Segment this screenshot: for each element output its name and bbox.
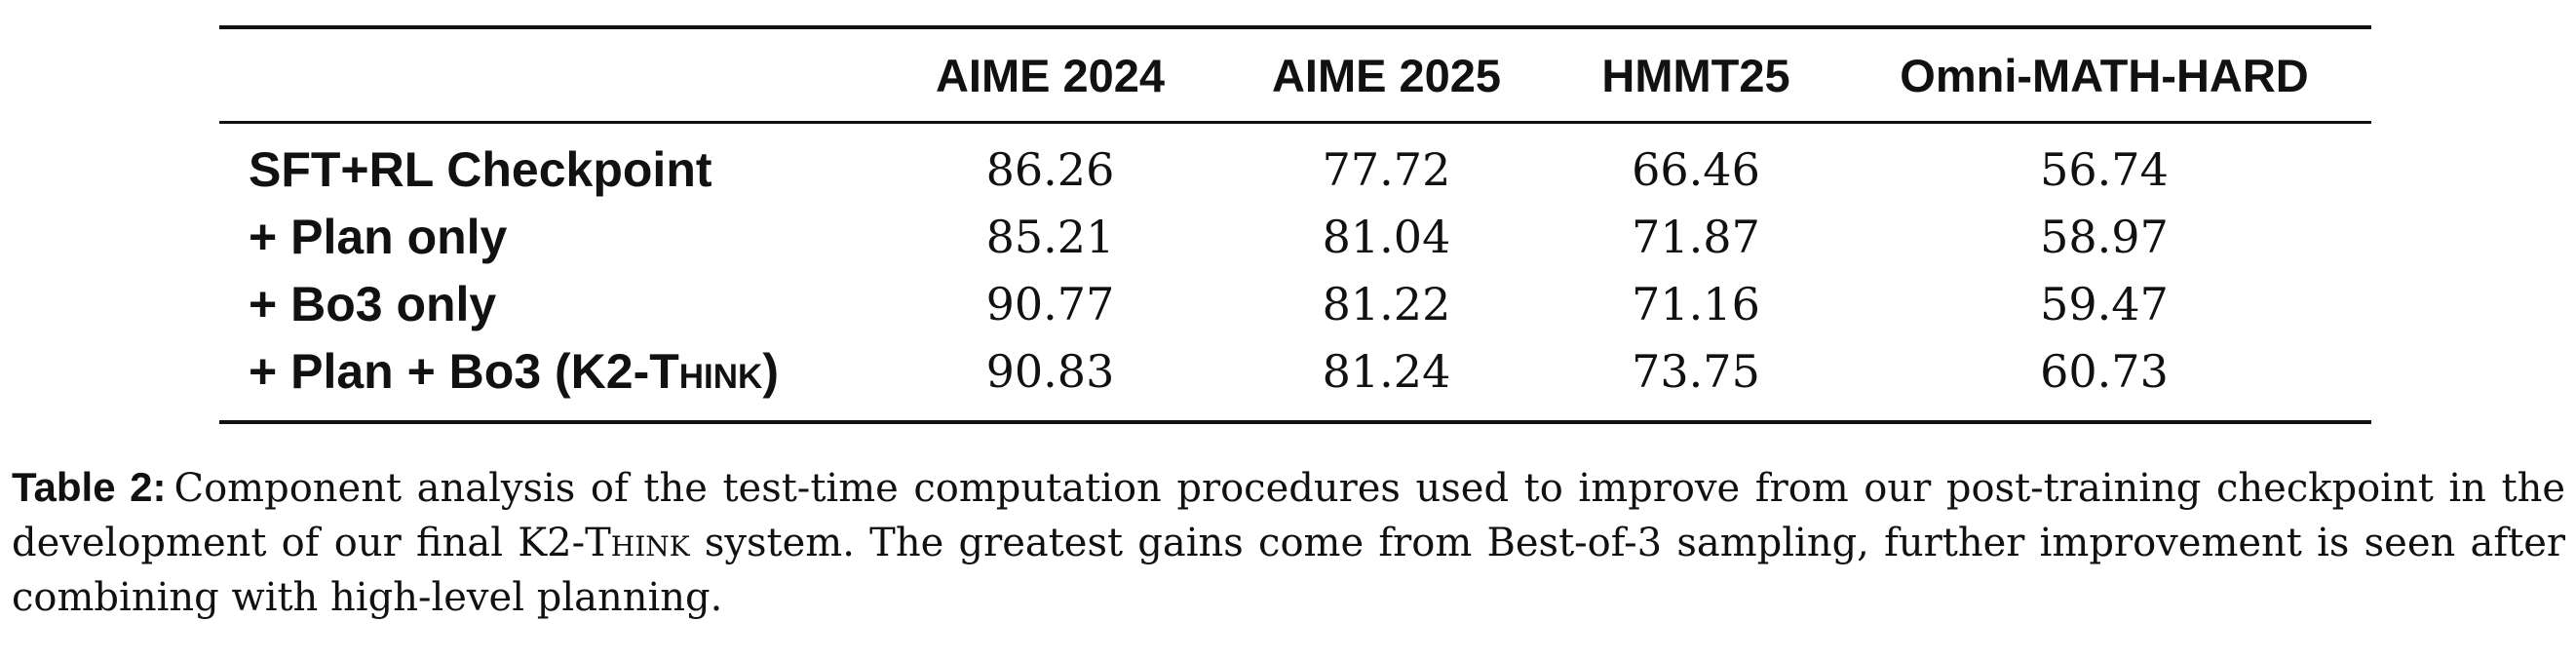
row-label-sub: 2 xyxy=(605,343,634,399)
table-row: + Plan only 85.21 81.04 71.87 58.97 xyxy=(219,203,2371,270)
table-cell: 66.46 xyxy=(1632,142,1760,196)
caption-label: Table 2: xyxy=(12,464,167,510)
component-analysis-table: AIME 2024 AIME 2025 HMMT25 Omni-MATH-HAR… xyxy=(219,25,2371,424)
table-cell: 86.26 xyxy=(985,142,1115,196)
caption-text-before: Component analysis of the test-time comp… xyxy=(12,466,2566,565)
header-aime-2024: AIME 2024 xyxy=(935,49,1166,101)
caption-text-after: system. The greatest gains come from Bes… xyxy=(12,521,2565,620)
table-cell: 81.24 xyxy=(1322,344,1451,398)
header-omni-math-hard: Omni-MATH-HARD xyxy=(1900,49,2309,101)
table-cell: 60.73 xyxy=(2040,344,2169,398)
row-label: SFT+RL Checkpoint xyxy=(249,141,712,197)
table-cell: 71.87 xyxy=(1632,210,1760,263)
table-cell: 81.22 xyxy=(1322,277,1451,330)
table-row: SFT+RL Checkpoint 86.26 77.72 66.46 56.7… xyxy=(219,123,2371,204)
table-row: + Bo3 only 90.77 81.22 71.16 59.47 xyxy=(219,270,2371,337)
table-cell: 90.83 xyxy=(985,344,1115,398)
row-label: + Plan + Bo3 (K2-Think) xyxy=(219,337,882,422)
table-cell: 73.75 xyxy=(1632,344,1760,398)
header-hmmt25: HMMT25 xyxy=(1601,49,1790,101)
table-cell: 85.21 xyxy=(985,210,1115,263)
row-label: + Bo3 only xyxy=(249,276,497,331)
header-blank xyxy=(219,27,882,123)
table-cell: 71.16 xyxy=(1632,277,1760,330)
row-label: + Plan only xyxy=(249,209,508,264)
table-caption: Table 2: Component analysis of the test-t… xyxy=(12,460,2565,625)
row-label-suffix: ) xyxy=(762,343,779,399)
table-cell: 56.74 xyxy=(2040,142,2169,196)
table-cell: 58.97 xyxy=(2040,210,2169,263)
row-label-prefix: + Plan + Bo3 (K xyxy=(249,343,606,399)
table-cell: 77.72 xyxy=(1322,142,1451,196)
table-cell: 59.47 xyxy=(2040,277,2169,330)
table-cell: 81.04 xyxy=(1322,210,1451,263)
caption-smallcaps: Think xyxy=(585,521,690,565)
table-row: + Plan + Bo3 (K2-Think) 90.83 81.24 73.7… xyxy=(219,337,2371,422)
table-header-row: AIME 2024 AIME 2025 HMMT25 Omni-MATH-HAR… xyxy=(219,27,2371,123)
row-label-smallcaps: -Think xyxy=(633,343,763,399)
results-table-container: AIME 2024 AIME 2025 HMMT25 Omni-MATH-HAR… xyxy=(219,25,2371,424)
table-cell: 90.77 xyxy=(985,277,1115,330)
header-aime-2025: AIME 2025 xyxy=(1271,49,1502,101)
